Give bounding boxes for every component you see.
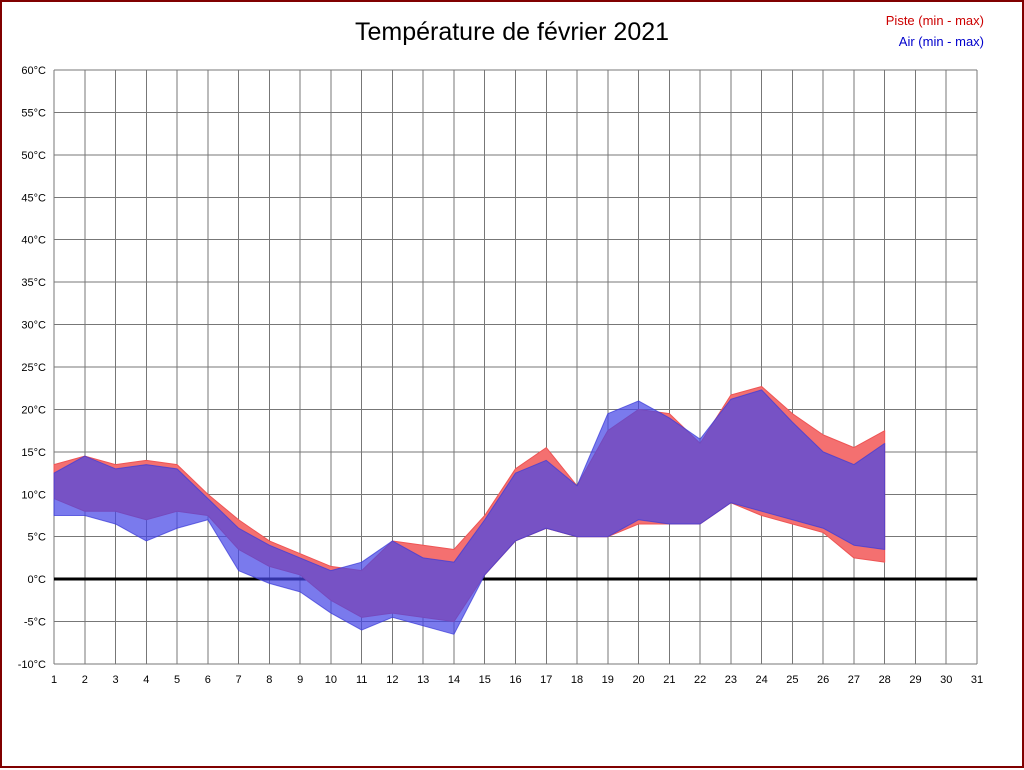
x-tick-label: 18 xyxy=(571,674,583,686)
x-tick-label: 25 xyxy=(786,674,798,686)
x-tick-label: 1 xyxy=(51,674,57,686)
x-tick-label: 24 xyxy=(756,674,768,686)
x-tick-label: 13 xyxy=(417,674,429,686)
x-tick-label: 3 xyxy=(112,674,118,686)
x-tick-label: 2 xyxy=(82,674,88,686)
y-tick-label: 50°C xyxy=(21,150,46,162)
x-tick-label: 5 xyxy=(174,674,180,686)
x-tick-label: 15 xyxy=(479,674,491,686)
y-tick-label: 35°C xyxy=(21,277,46,289)
y-tick-label: 15°C xyxy=(21,447,46,459)
y-tick-label: 20°C xyxy=(21,404,46,416)
chart-legend: Piste (min - max) Air (min - max) xyxy=(886,10,984,52)
x-tick-label: 7 xyxy=(236,674,242,686)
y-tick-label: 5°C xyxy=(28,532,47,544)
y-tick-label: 25°C xyxy=(21,362,46,374)
x-tick-label: 27 xyxy=(848,674,860,686)
page-title: Température de février 2021 xyxy=(354,18,670,46)
y-tick-label: 40°C xyxy=(21,235,46,247)
y-tick-label: 60°C xyxy=(21,65,46,77)
y-tick-label: 55°C xyxy=(21,107,46,119)
x-tick-label: 14 xyxy=(448,674,460,686)
y-tick-label: 30°C xyxy=(21,320,46,332)
x-tick-label: 31 xyxy=(971,674,983,686)
y-tick-label: 0°C xyxy=(28,574,47,586)
legend-item-piste: Piste (min - max) xyxy=(885,13,984,28)
x-tick-label: 19 xyxy=(602,674,614,686)
y-tick-label: -5°C xyxy=(24,617,46,629)
x-tick-label: 17 xyxy=(540,674,552,686)
x-tick-label: 20 xyxy=(632,674,644,686)
x-tick-label: 28 xyxy=(879,674,891,686)
x-tick-label: 29 xyxy=(909,674,921,686)
x-tick-label: 12 xyxy=(386,674,398,686)
y-tick-label: 10°C xyxy=(21,489,46,501)
x-tick-label: 10 xyxy=(325,674,337,686)
x-tick-label: 23 xyxy=(725,674,737,686)
x-tick-label: 6 xyxy=(205,674,211,686)
x-tick-label: 9 xyxy=(297,674,303,686)
legend-item-air: Air (min - max) xyxy=(898,34,984,49)
x-tick-label: 8 xyxy=(266,674,272,686)
x-tick-label: 26 xyxy=(817,674,829,686)
air-band xyxy=(53,389,886,635)
x-tick-label: 30 xyxy=(940,674,952,686)
y-tick-label: -10°C xyxy=(18,659,46,671)
x-tick-label: 11 xyxy=(356,674,367,686)
x-tick-label: 21 xyxy=(663,674,675,686)
x-tick-label: 16 xyxy=(509,674,521,686)
y-tick-label: 45°C xyxy=(21,192,46,204)
x-tick-label: 22 xyxy=(694,674,706,686)
x-tick-label: 4 xyxy=(143,674,149,686)
